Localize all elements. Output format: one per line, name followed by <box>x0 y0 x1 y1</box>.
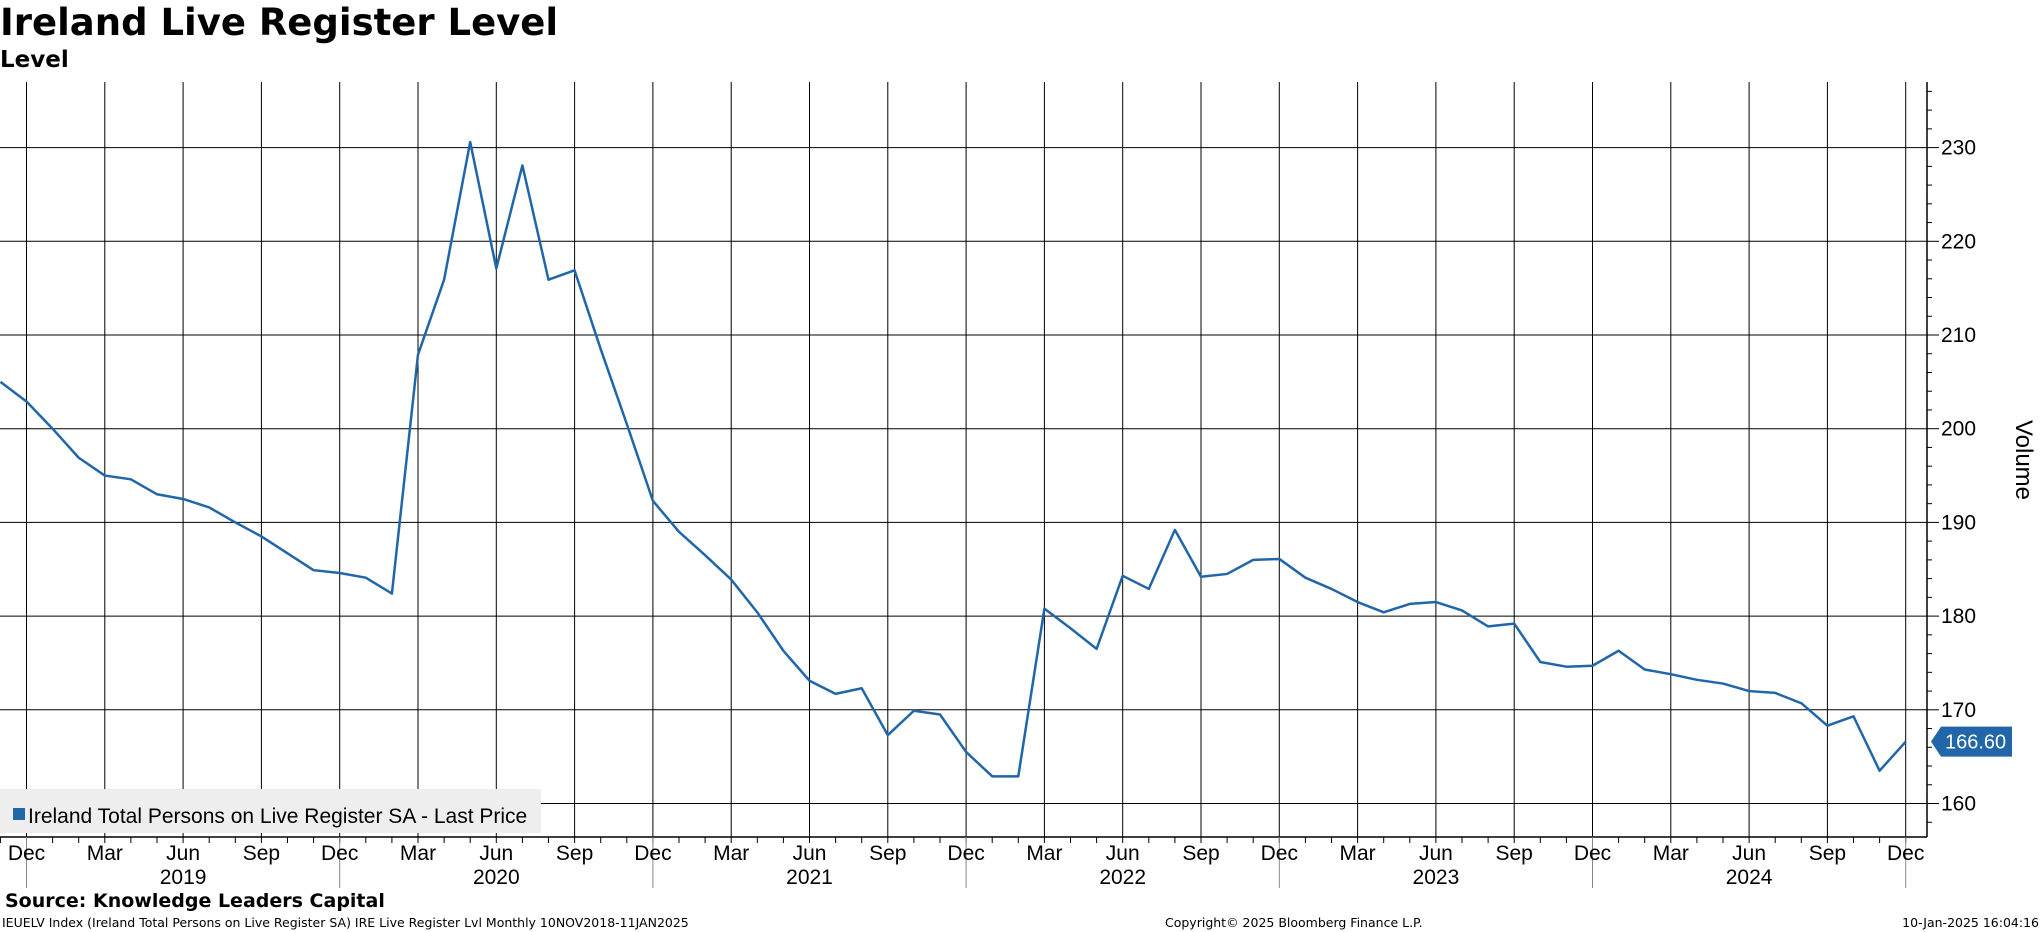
x-tick-label: Sep <box>243 842 280 865</box>
x-tick-label: Mar <box>713 842 749 865</box>
year-label: 2020 <box>473 866 520 889</box>
x-tick-label: Sep <box>556 842 593 865</box>
x-tick-label: Dec <box>1887 842 1924 865</box>
year-label: 2019 <box>160 866 207 889</box>
year-label: 2022 <box>1099 866 1146 889</box>
x-tick-label: Jun <box>793 842 827 865</box>
source-note: Source: Knowledge Leaders Capital <box>5 890 385 912</box>
axes <box>0 82 1939 888</box>
y-tick-label: 160 <box>1941 793 1976 816</box>
series-group <box>0 140 1907 778</box>
y-tick-label: 220 <box>1941 230 1976 253</box>
x-tick-label: Jun <box>1732 842 1766 865</box>
x-tick-label: Mar <box>1340 842 1376 865</box>
y-tick-label: 180 <box>1941 605 1976 628</box>
x-tick-label: Dec <box>321 842 358 865</box>
copyright: Copyright© 2025 Bloomberg Finance L.P. <box>1165 915 1423 930</box>
year-label: 2023 <box>1413 866 1460 889</box>
legend-label: Ireland Total Persons on Live Register S… <box>28 805 527 828</box>
timestamp: 10-Jan-2025 16:04:16 <box>1902 915 2039 930</box>
y-tick-label: 210 <box>1941 324 1976 347</box>
y-axis-label: Volume <box>2010 420 2037 500</box>
x-tick-label: Mar <box>1026 842 1062 865</box>
x-tick-label: Dec <box>1261 842 1298 865</box>
x-tick-label: Jun <box>166 842 200 865</box>
index-description: IEUELV Index (Ireland Total Persons on L… <box>2 915 689 930</box>
x-tick-label: Mar <box>1653 842 1689 865</box>
year-label: 2024 <box>1726 866 1773 889</box>
chart-title: Ireland Live Register Level <box>0 1 559 44</box>
x-tick-label: Mar <box>87 842 123 865</box>
year-label: 2021 <box>786 866 833 889</box>
x-tick-label: Mar <box>400 842 436 865</box>
x-tick-label: Sep <box>869 842 906 865</box>
last-value-label: 166.60 <box>1945 732 2006 754</box>
x-tick-label: Jun <box>1106 842 1140 865</box>
x-tick-label: Jun <box>479 842 513 865</box>
last-value-box <box>1931 726 2012 757</box>
y-tick-label: 190 <box>1941 511 1976 534</box>
series-line <box>0 140 1907 778</box>
legend: Ireland Total Persons on Live Register S… <box>0 789 541 833</box>
y-tick-label: 200 <box>1941 418 1976 441</box>
x-tick-label: Dec <box>8 842 45 865</box>
x-tick-label: Jun <box>1419 842 1453 865</box>
x-tick-label: Sep <box>1809 842 1846 865</box>
x-tick-label: Dec <box>947 842 984 865</box>
legend-background <box>0 789 541 833</box>
grid-lines <box>0 82 1927 837</box>
y-tick-label: 230 <box>1941 137 1976 160</box>
last-value-marker: 166.60 <box>1931 726 2012 757</box>
x-tick-label: Sep <box>1496 842 1533 865</box>
legend-swatch <box>13 808 25 820</box>
x-tick-label: Sep <box>1182 842 1219 865</box>
chart-subtitle: Level <box>0 47 69 73</box>
x-tick-label: Dec <box>634 842 671 865</box>
y-tick-label: 170 <box>1941 699 1976 722</box>
x-tick-label: Dec <box>1574 842 1611 865</box>
tick-labels: 160 170 180 190 200 210 220 230 Dec Mar Jun Sep Dec M… <box>8 137 1976 889</box>
